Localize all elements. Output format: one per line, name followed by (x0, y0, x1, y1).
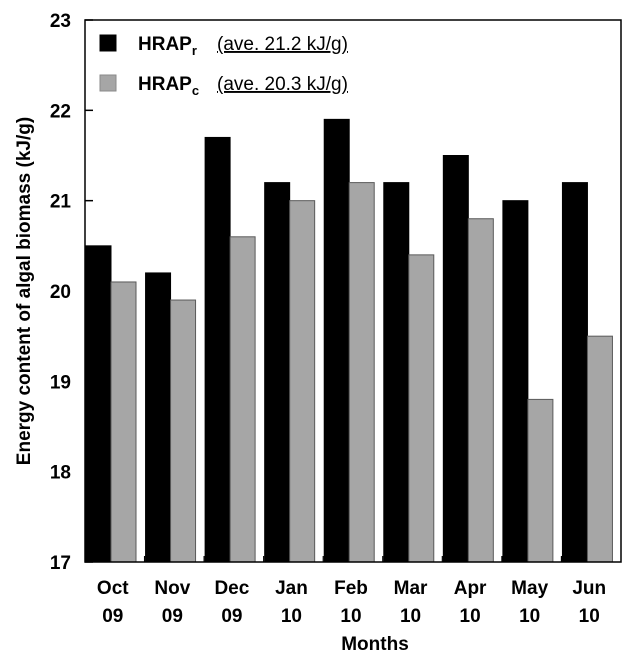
x-tick-label-month: Apr (454, 578, 487, 599)
bar-hrap-r (85, 245, 112, 563)
x-tick-label-month: Oct (97, 578, 129, 599)
x-tick-label-year: 10 (519, 606, 540, 627)
bar-hrap-r (145, 272, 172, 563)
y-axis-title: Energy content of algal biomass (kJ/g) (14, 117, 35, 465)
bar-hrap-c (348, 182, 375, 563)
y-tick-label: 20 (50, 282, 71, 303)
x-tick-label-year: 10 (400, 606, 421, 627)
x-tick-label-year: 09 (102, 606, 123, 627)
legend: HRAPr (ave. 21.2 kJ/g) HRAPc (ave. 20.3 kJ/… (99, 34, 348, 98)
x-tick-label-month: Mar (394, 578, 428, 599)
x-tick-label-month: Jan (275, 578, 308, 599)
bar-hrap-c (467, 218, 494, 563)
bar-hrap-r (383, 182, 410, 563)
bar-hrap-r (442, 155, 469, 563)
y-tick-label: 21 (50, 192, 72, 213)
y-tick-label: 23 (50, 11, 71, 32)
x-tick-label-month: Nov (154, 578, 190, 599)
y-ticks-group: 17 18 19 20 21 22 23 (50, 11, 93, 574)
x-ticks-group: Oct 09 Nov 09 Dec 09 Jan 10 Feb 10 Mar 10 Apr 10 May 10… (97, 556, 606, 627)
bar-hrap-r (502, 200, 529, 563)
x-axis-title: Months (341, 634, 409, 655)
bar-hrap-c (408, 254, 435, 563)
x-tick-label-month: Feb (334, 578, 368, 599)
bar-hrap-c (110, 281, 137, 563)
y-tick-label: 18 (50, 463, 71, 484)
bar-hrap-c (170, 299, 197, 563)
x-tick-label-year: 10 (340, 606, 361, 627)
legend-series-name: HRAPr (138, 34, 197, 58)
bar-hrap-c (586, 335, 613, 563)
x-tick-label-year: 10 (281, 606, 302, 627)
x-tick-label-month: Jun (572, 578, 606, 599)
y-tick-label: 22 (50, 101, 71, 122)
legend-swatch (99, 74, 117, 92)
bar-hrap-r (323, 118, 350, 563)
bars-group (85, 118, 613, 563)
x-tick-label-year: 09 (162, 606, 183, 627)
x-tick-label-year: 10 (460, 606, 481, 627)
x-tick-label-month: Dec (214, 578, 249, 599)
y-tick-label: 19 (50, 372, 71, 393)
x-tick-label-month: May (511, 578, 548, 599)
bar-hrap-r (264, 182, 291, 563)
legend-series-note: (ave. 20.3 kJ/g) (217, 74, 348, 95)
bar-hrap-c (229, 236, 256, 563)
bar-hrap-c (527, 398, 554, 563)
x-tick-label-year: 09 (221, 606, 242, 627)
bar-hrap-c (289, 200, 316, 563)
x-tick-label-year: 10 (579, 606, 600, 627)
y-tick-label: 17 (50, 553, 71, 574)
legend-series-name: HRAPc (138, 74, 199, 98)
legend-series-note: (ave. 21.2 kJ/g) (217, 34, 348, 55)
legend-swatch (99, 34, 117, 52)
bar-hrap-r (561, 182, 588, 563)
bar-hrap-r (204, 136, 231, 563)
